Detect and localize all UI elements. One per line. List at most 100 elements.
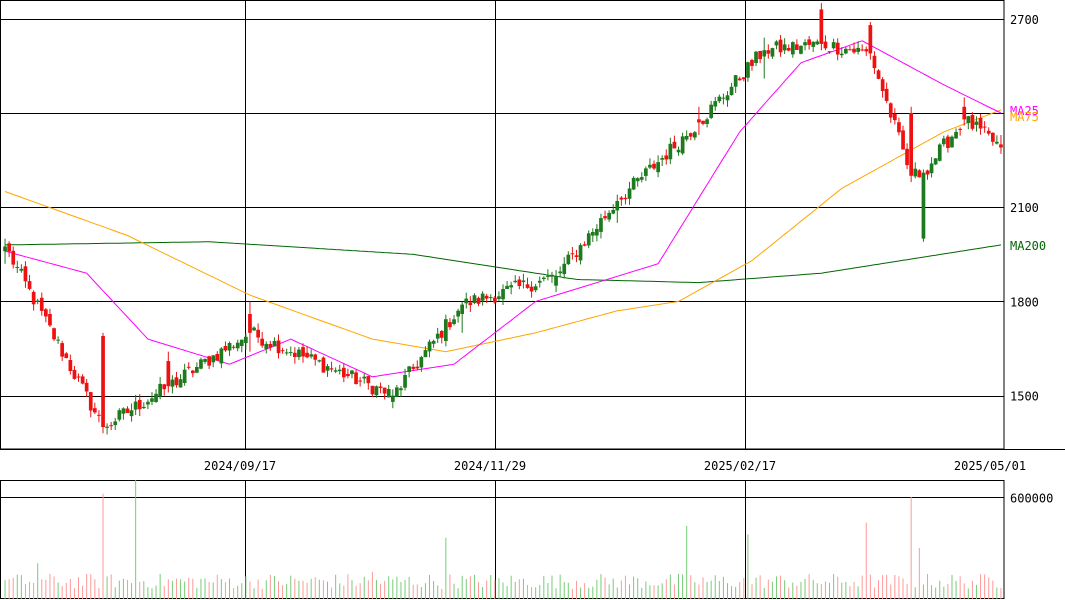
candle-body [301, 347, 305, 357]
candle-body [52, 328, 56, 340]
candle-body [93, 408, 97, 413]
candle-body [264, 343, 269, 349]
x-tick-label: 2025/05/01 [954, 459, 1026, 473]
candle-body [905, 148, 909, 166]
candle-body [195, 367, 199, 373]
candle-body [693, 132, 697, 138]
candle-body [488, 297, 493, 299]
candle-body [178, 379, 183, 388]
ma-line-ma200 [4, 241, 1002, 284]
candle-body [460, 304, 464, 314]
candle-body [656, 162, 660, 173]
candle-body [958, 128, 962, 130]
candle-body [215, 354, 220, 361]
candle-body [623, 197, 628, 200]
candle-body [497, 296, 501, 299]
ma-label-ma25: MA25 [1010, 104, 1039, 118]
candle-body [154, 393, 158, 402]
candle-body [395, 387, 399, 397]
candle-body [880, 79, 885, 92]
candle-body [211, 355, 216, 363]
candle-body [533, 286, 538, 291]
candle-body [999, 144, 1003, 148]
candle-body [974, 121, 979, 125]
candle-body [313, 354, 318, 360]
candle-body [644, 168, 648, 176]
candle-body [705, 119, 709, 124]
candle-body [162, 384, 167, 390]
candle-body [852, 48, 856, 53]
candle-body [125, 408, 130, 413]
candle-body [468, 302, 473, 306]
candle-body [554, 276, 558, 286]
volume-tick-label: 600000 [1010, 492, 1053, 506]
candle-body [611, 210, 616, 214]
candle-body [733, 75, 738, 87]
candle-body [676, 149, 681, 153]
candle-body [472, 295, 477, 303]
candle-body [591, 232, 595, 236]
candle-body [72, 369, 77, 379]
candle-body [884, 88, 889, 101]
candle-body [419, 357, 424, 368]
candle-body [464, 298, 469, 304]
candle-body [844, 48, 848, 54]
candle-body [823, 41, 828, 49]
candle-body [921, 172, 926, 239]
candle-body [170, 379, 175, 387]
candle-body [203, 359, 207, 362]
x-tick-label: 2024/11/29 [454, 459, 526, 473]
candle-body [513, 280, 518, 283]
candle-body [435, 333, 440, 339]
candle-body [109, 425, 113, 427]
candle-body [517, 279, 522, 286]
candle-body [807, 39, 811, 45]
candle-body [537, 280, 542, 283]
candle-body [325, 366, 330, 371]
candle-body [268, 344, 273, 348]
candle-body [933, 158, 938, 165]
candle-body [839, 53, 844, 56]
candle-body [872, 55, 877, 69]
y-tick-label: 1800 [1010, 295, 1039, 309]
volume-panel [0, 480, 1005, 599]
candle-body [276, 340, 281, 354]
candle-body [835, 42, 840, 55]
candle-body [146, 401, 150, 405]
candle-body [480, 293, 485, 301]
candle-body [615, 201, 620, 211]
candle-body [476, 297, 481, 304]
ma-line-ma25 [4, 40, 1002, 378]
candle-body [542, 277, 546, 279]
candle-body [501, 289, 505, 300]
candle-body [297, 349, 301, 358]
candle-body [133, 401, 138, 410]
candle-body [966, 116, 971, 124]
candle-body [105, 426, 109, 428]
candle-body [709, 104, 713, 118]
candle-body [917, 170, 922, 178]
candle-body [509, 285, 513, 288]
candle-body [129, 410, 134, 417]
candle-body [3, 246, 7, 252]
candle-body [803, 42, 807, 46]
candle-body [362, 376, 367, 379]
candle-body [725, 95, 730, 101]
candle-body [607, 212, 611, 220]
candle-body [68, 360, 73, 371]
candle-body [415, 366, 420, 369]
candle-body [484, 295, 489, 299]
candle-body [366, 376, 371, 384]
candle-body [782, 44, 787, 51]
candle-body [991, 132, 995, 142]
candle-body [978, 118, 983, 129]
price-panel [0, 0, 1005, 450]
candle-body [848, 49, 852, 51]
candle-body [305, 352, 309, 358]
candle-body [766, 50, 771, 54]
candle-body [639, 177, 644, 180]
candle-body [317, 360, 322, 362]
candle-body [337, 369, 342, 372]
candle-body [329, 368, 334, 370]
